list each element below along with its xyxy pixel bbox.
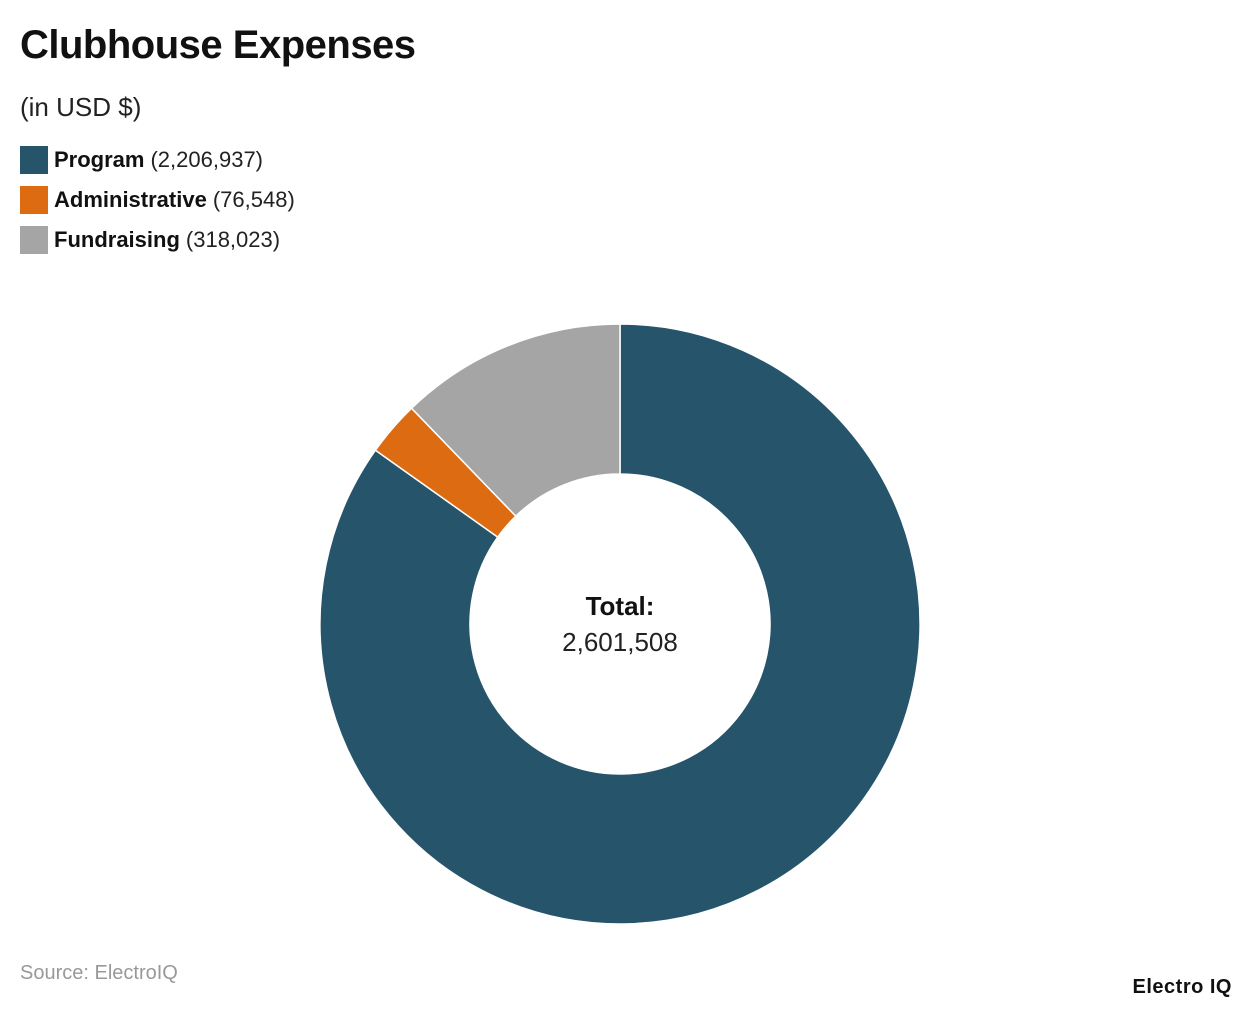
source-note: Source: ElectroIQ bbox=[20, 962, 178, 984]
brand-logo: Electro IQ bbox=[1132, 976, 1232, 998]
legend-item-program: Program (2,206,937) bbox=[20, 146, 295, 174]
center-total-value: 2,601,508 bbox=[562, 627, 678, 657]
legend-swatch-administrative bbox=[20, 186, 48, 214]
legend-value-fundraising: (318,023) bbox=[185, 227, 281, 252]
chart-subtitle: (in USD $) bbox=[20, 92, 142, 122]
legend-item-fundraising: Fundraising (318,023) bbox=[20, 226, 295, 254]
slice-program bbox=[319, 323, 921, 925]
slice-fundraising bbox=[410, 323, 621, 518]
legend-label-administrative: Administrative bbox=[54, 187, 207, 212]
legend-swatch-fundraising bbox=[20, 226, 48, 254]
legend: Program (2,206,937) Administrative (76,5… bbox=[20, 146, 295, 266]
center-total-label: Total: bbox=[585, 591, 655, 621]
legend-label-program: Program bbox=[54, 147, 145, 172]
legend-label-fundraising: Fundraising bbox=[54, 227, 180, 252]
legend-value-program: (2,206,937) bbox=[150, 147, 264, 172]
legend-swatch-program bbox=[20, 146, 48, 174]
legend-value-administrative: (76,548) bbox=[212, 187, 295, 212]
legend-item-administrative: Administrative (76,548) bbox=[20, 186, 295, 214]
chart-title: Clubhouse Expenses bbox=[20, 23, 416, 67]
